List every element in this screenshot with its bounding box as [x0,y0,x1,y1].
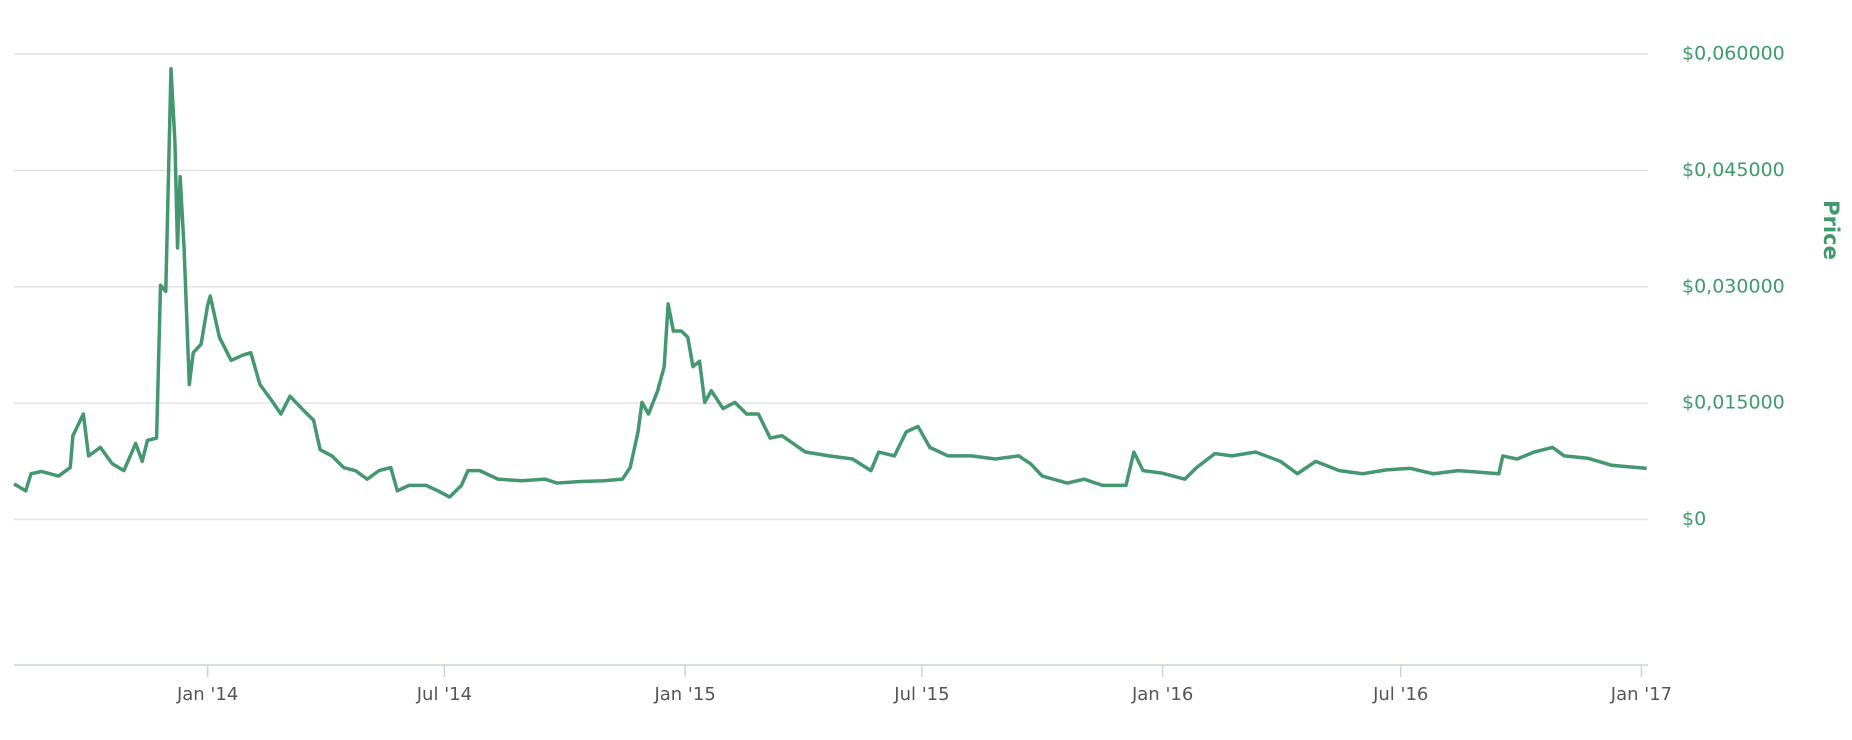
x-tick-label: Jan '15 [653,684,715,705]
y-tick-label: $0,030000 [1682,275,1785,297]
x-tick-label: Jul '15 [893,684,949,705]
x-tick-label: Jan '16 [1131,684,1193,705]
y-axis-title: Price [1819,200,1843,260]
price-line [13,66,1647,499]
y-tick-label: $0 [1682,508,1706,530]
x-tick-label: Jul '16 [1372,684,1428,705]
y-tick-label: $0,015000 [1682,392,1785,414]
y-tick-label: $0,060000 [1682,43,1785,65]
x-tick-label: Jan '14 [176,684,238,705]
x-tick-label: Jul '14 [416,684,472,705]
y-tick-label: $0,045000 [1682,159,1785,181]
x-tick-label: Jan '17 [1610,684,1672,705]
